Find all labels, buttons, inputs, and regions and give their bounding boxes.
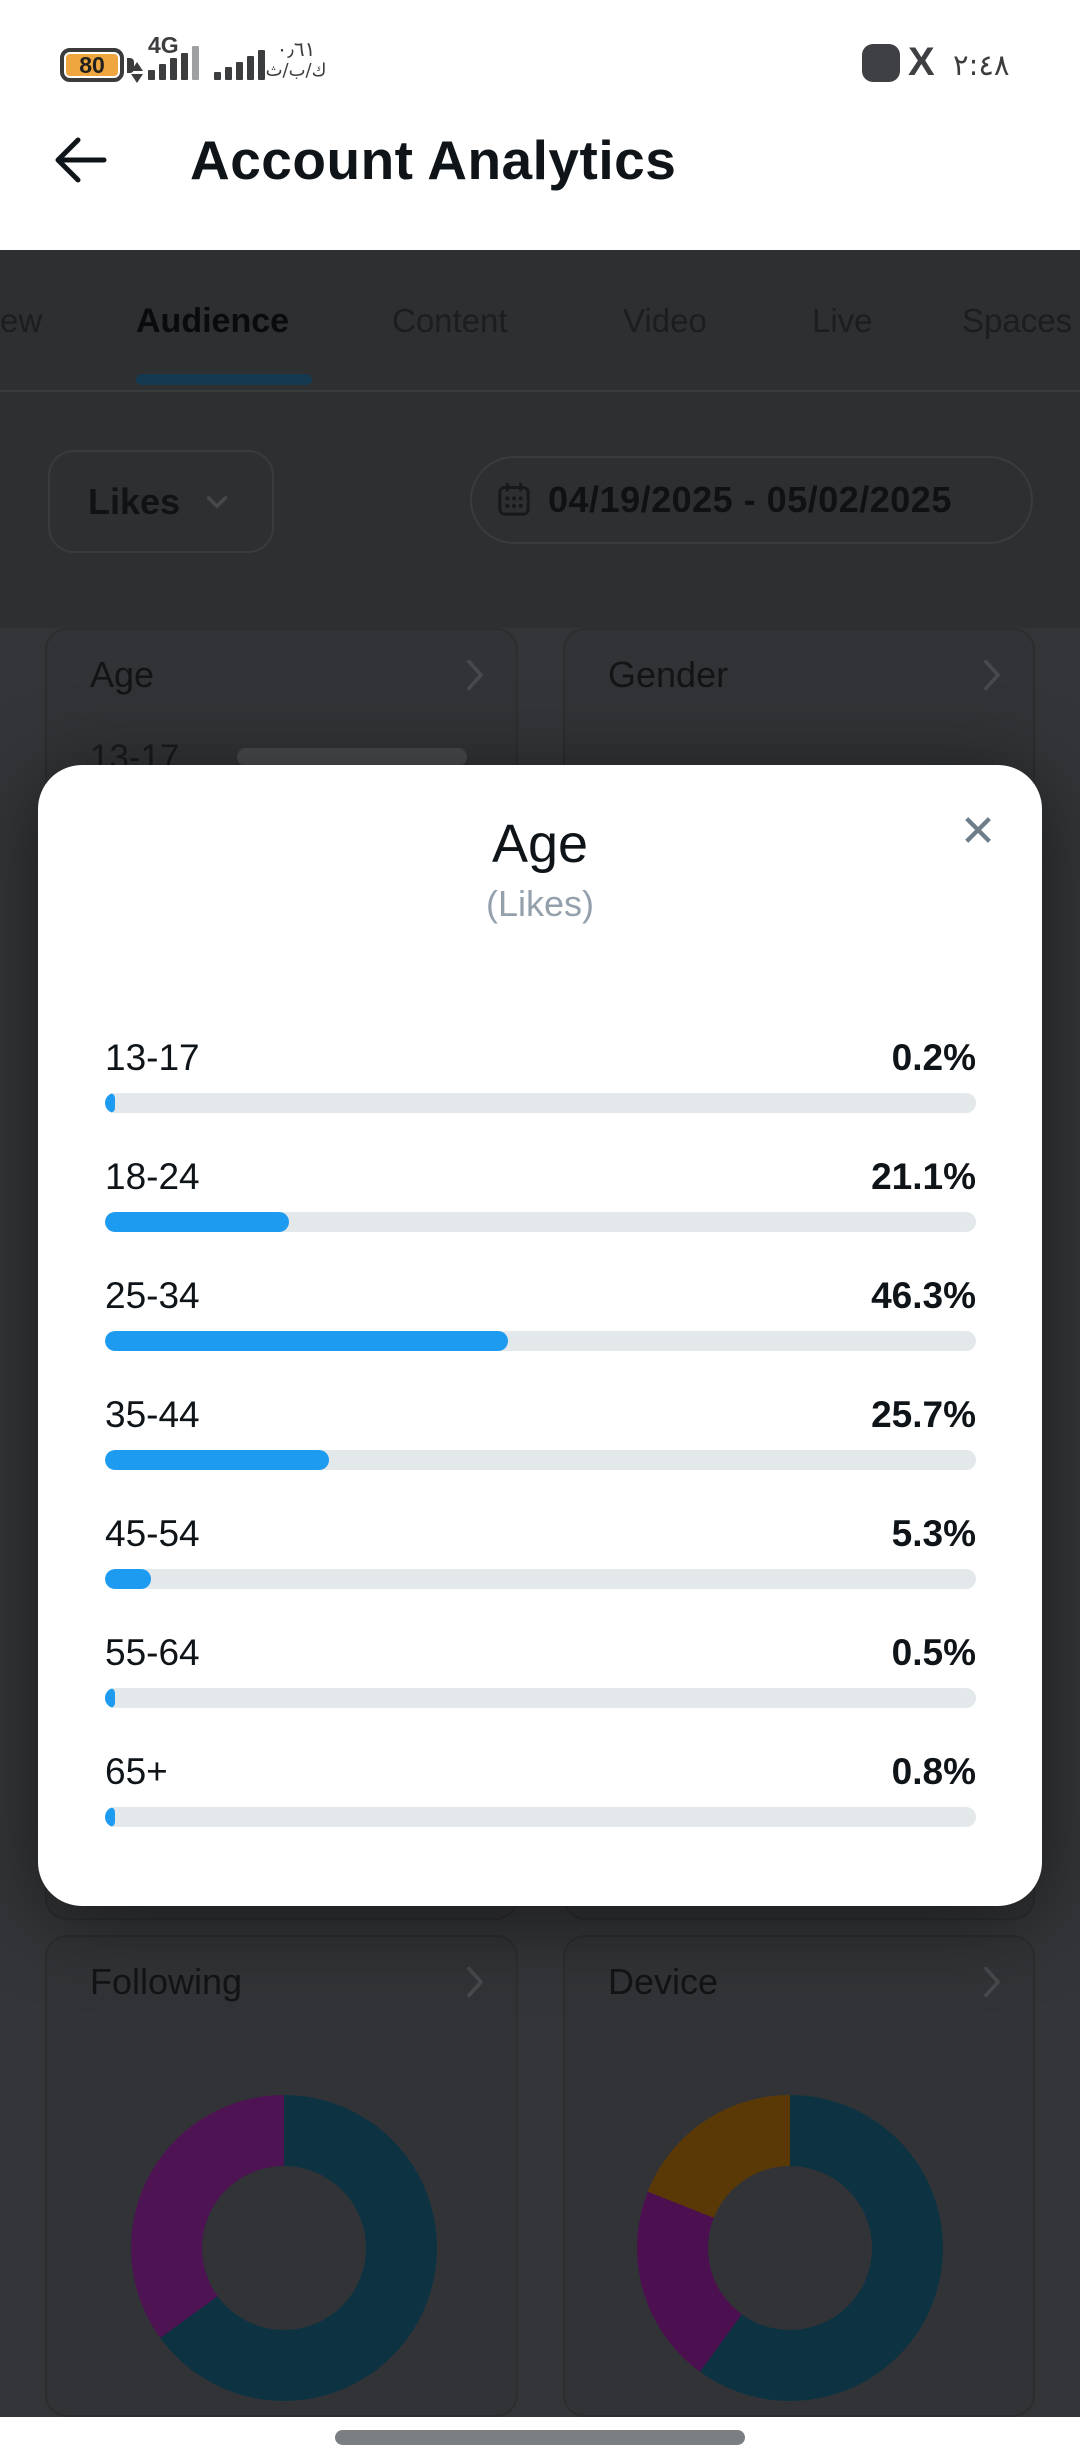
- age-percent-value: 46.3%: [871, 1275, 976, 1316]
- tab-video[interactable]: Video: [623, 302, 707, 339]
- network-speed-value: ٠٫٦١: [276, 37, 316, 61]
- gender-card-title: Gender: [608, 654, 729, 695]
- age-range-label: 25-34: [105, 1275, 200, 1316]
- page-title: Account Analytics: [190, 129, 677, 191]
- battery-icon: 80: [60, 48, 124, 82]
- age-row: 55-64 0.5%: [105, 1632, 976, 1708]
- progress-track: [105, 1093, 976, 1113]
- age-detail-modal: ✕ Age (Likes) 13-17 0.2% 18-24 21.1%: [38, 765, 1042, 1906]
- active-tab-indicator: [136, 374, 312, 385]
- tab-live[interactable]: Live: [812, 302, 873, 339]
- notification-icon: [862, 44, 900, 82]
- device-card-title: Device: [608, 1961, 719, 2002]
- progress-track: [105, 1450, 976, 1470]
- age-distribution-list: 13-17 0.2% 18-24 21.1% 25-34: [105, 1037, 976, 1870]
- data-activity-icon: [131, 62, 143, 86]
- age-percent-value: 0.8%: [891, 1751, 976, 1792]
- progress-track: [105, 1807, 976, 1827]
- age-range-label: 13-17: [105, 1037, 200, 1078]
- signal-strength-icon-sim2: [214, 50, 265, 80]
- progress-fill: [105, 1807, 116, 1827]
- device-donut-chart: [637, 2095, 943, 2401]
- age-percent-value: 5.3%: [891, 1513, 976, 1554]
- chevron-down-icon: [206, 495, 228, 508]
- age-row: 13-17 0.2%: [105, 1037, 976, 1113]
- close-button[interactable]: ✕: [959, 806, 997, 856]
- modal-title: Age: [491, 814, 589, 874]
- tab-bar-divider: [0, 390, 1080, 392]
- chevron-right-icon: [467, 1966, 483, 1998]
- age-row: 18-24 21.1%: [105, 1156, 976, 1232]
- age-percent-value: 21.1%: [871, 1156, 976, 1197]
- network-type-label: 4G: [148, 32, 179, 58]
- progress-track: [105, 1212, 976, 1232]
- date-range-picker[interactable]: 04/19/2025 - 05/02/2025: [470, 456, 1033, 544]
- battery-nub-icon: [127, 58, 134, 73]
- donut-hole: [708, 2166, 872, 2330]
- progress-track: [105, 1688, 976, 1708]
- progress-track: [105, 1331, 976, 1351]
- progress-fill: [105, 1450, 329, 1470]
- chevron-right-icon: [467, 659, 483, 691]
- tab-audience[interactable]: Audience: [136, 302, 290, 340]
- age-range-label: 35-44: [105, 1394, 200, 1435]
- age-row: 25-34 46.3%: [105, 1275, 976, 1351]
- signal-strength-icon-sim1: [148, 46, 199, 80]
- progress-fill: [105, 1212, 289, 1232]
- system-nav-strip: [0, 2417, 1080, 2460]
- progress-track: [105, 1569, 976, 1589]
- chevron-right-icon: [984, 1966, 1000, 1998]
- network-speed-unit: ك/ب/ث: [265, 60, 327, 81]
- age-card-title: Age: [90, 654, 155, 695]
- donut-hole: [202, 2166, 366, 2330]
- age-row: 65+ 0.8%: [105, 1751, 976, 1827]
- calendar-icon: [498, 482, 530, 516]
- back-arrow-icon: [55, 137, 107, 183]
- following-card-title: Following: [90, 1961, 243, 2002]
- age-preview-bar: [237, 748, 467, 766]
- progress-fill: [105, 1569, 152, 1589]
- gesture-handle[interactable]: [335, 2430, 745, 2445]
- status-bar: 80 4G ٠٫٦١ ك/ب/ث X ٢:٤٨: [0, 0, 1080, 110]
- age-range-label: 45-54: [105, 1513, 200, 1554]
- date-range-label: 04/19/2025 - 05/02/2025: [548, 479, 952, 520]
- battery-level: 80: [66, 52, 118, 78]
- back-button[interactable]: [48, 128, 112, 192]
- age-percent-value: 0.2%: [891, 1037, 976, 1078]
- modal-subtitle: (Likes): [485, 883, 595, 924]
- tab-content[interactable]: Content: [392, 302, 508, 339]
- following-donut-chart: [131, 2095, 437, 2401]
- chevron-right-icon: [984, 659, 1000, 691]
- clock-time: ٢:٤٨: [953, 48, 1010, 82]
- device-card[interactable]: Device: [563, 1935, 1035, 2417]
- progress-fill: [105, 1331, 509, 1351]
- network-speed-indicator: ٠٫٦١ ك/ب/ث: [262, 38, 330, 82]
- app-header: Account Analytics: [0, 110, 1080, 250]
- tabs-and-filters-band: ew Audience Content Video Live Spaces Li…: [0, 250, 1080, 628]
- age-range-label: 18-24: [105, 1156, 200, 1197]
- progress-fill: [105, 1688, 116, 1708]
- age-row: 45-54 5.3%: [105, 1513, 976, 1589]
- progress-fill: [105, 1093, 116, 1113]
- age-row: 35-44 25.7%: [105, 1394, 976, 1470]
- metric-dropdown[interactable]: Likes: [48, 450, 274, 553]
- age-percent-value: 25.7%: [871, 1394, 976, 1435]
- age-range-label: 55-64: [105, 1632, 200, 1673]
- following-card[interactable]: Following: [45, 1935, 518, 2417]
- tab-spaces[interactable]: Spaces: [962, 302, 1073, 339]
- metric-dropdown-label: Likes: [87, 480, 181, 522]
- tab-overview[interactable]: ew: [0, 302, 43, 339]
- age-percent-value: 0.5%: [891, 1632, 976, 1673]
- x-app-icon: X: [908, 40, 935, 84]
- age-range-label: 65+: [105, 1751, 168, 1792]
